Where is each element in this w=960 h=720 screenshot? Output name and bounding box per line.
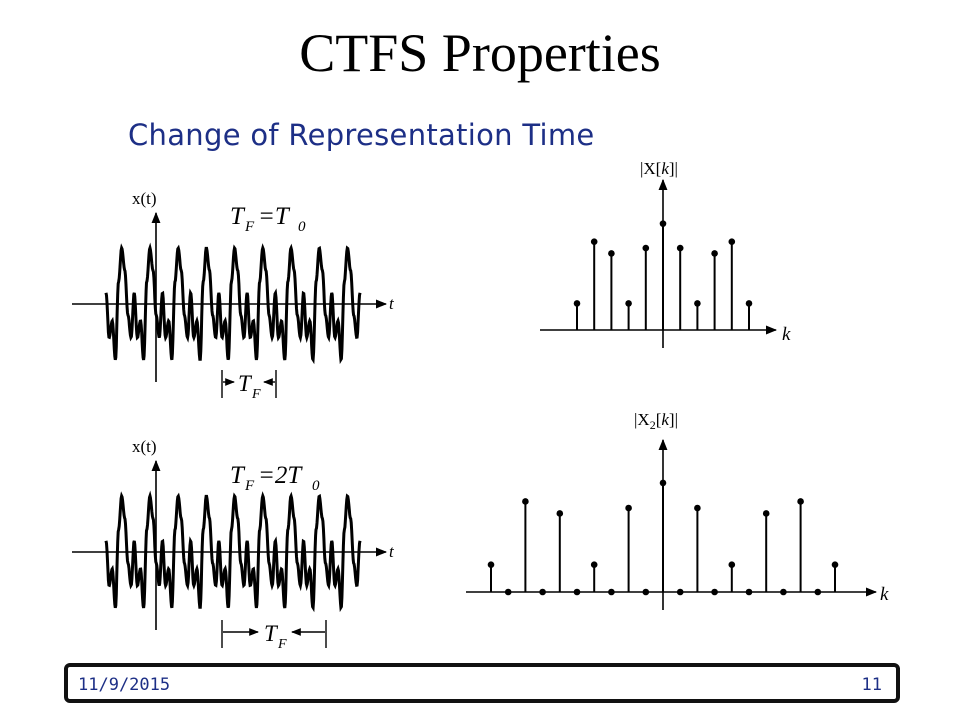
bottom-spectrum-point [522, 498, 529, 505]
bottom-period-label: T [264, 621, 279, 646]
top-spectrum-point [590, 238, 598, 246]
bottom-spectrum-y-label: |X2[k]| [634, 410, 678, 432]
bottom-spectrum-point [814, 588, 822, 596]
top-spectrum-point [728, 238, 736, 246]
top-period-label: T [238, 371, 253, 396]
slide-title: CTFS Properties [299, 23, 661, 83]
bottom-period-label-sub: F [277, 637, 287, 652]
bottom-signal-waveform [104, 490, 362, 613]
bottom-eq-lhs-sub: F [244, 478, 255, 494]
top-spectrum-point [694, 300, 701, 307]
bottom-spectrum-point [659, 479, 667, 487]
bottom-eq-rhs-sub: 0 [312, 478, 320, 494]
bottom-spectrum-k-label: k [880, 584, 889, 605]
top-spectrum-point [573, 300, 581, 307]
bottom-spectrum-point [608, 588, 615, 596]
bottom-spectrum-point [728, 561, 736, 569]
bottom-spectrum-point [487, 561, 495, 569]
footer-date: 11/9/2015 [78, 675, 171, 695]
top-spectrum-point [676, 244, 684, 252]
slide-footer: 11/9/2015 11 [64, 663, 900, 703]
bottom-spectrum-point [745, 588, 753, 596]
top-spectrum-y-label: |X[k]| [640, 159, 678, 178]
top-eq-lhs: T [230, 203, 246, 230]
bottom-spectrum-point [504, 588, 512, 596]
bottom-spectrum-point [780, 588, 787, 596]
bottom-spectrum-point [762, 510, 770, 517]
bottom-spectrum-plot: |X2[k]| k [466, 410, 889, 610]
top-spectrum-point [625, 300, 632, 307]
top-spectrum-point [642, 244, 650, 252]
top-eq-rhs: =T [258, 203, 291, 230]
bottom-spectrum-point [590, 561, 598, 569]
top-spectrum-plot: |X[k]| k [540, 159, 791, 348]
top-signal-equation: T F =T 0 [230, 203, 306, 235]
bottom-spectrum-point [573, 588, 581, 596]
bottom-spectrum-point [642, 588, 650, 596]
top-period-label-sub: F [251, 387, 261, 402]
top-spectrum-point [608, 250, 615, 257]
top-period-marker: T F [221, 370, 277, 402]
top-eq-rhs-sub: 0 [298, 219, 306, 235]
top-spectrum-k-label: k [782, 324, 791, 345]
bottom-period-marker: T F [221, 620, 327, 652]
bottom-spectrum-point [711, 588, 718, 596]
bottom-spectrum-point [539, 588, 546, 596]
top-signal-t-label: t [389, 294, 395, 313]
top-spectrum-point [711, 250, 718, 257]
top-spectrum-point [659, 220, 667, 227]
bottom-spectrum-point [694, 504, 701, 512]
top-signal-plot: x(t) t T F =T 0 T F [72, 189, 395, 402]
bottom-signal-plot: x(t) t T F =2T 0 T F [72, 437, 395, 652]
bottom-spectrum-point [797, 498, 804, 505]
bottom-spectrum-point [556, 510, 564, 517]
top-signal-y-label: x(t) [132, 189, 157, 208]
bottom-eq-lhs: T [230, 462, 246, 489]
bottom-spectrum-point [831, 561, 839, 569]
slide-subtitle: Change of Representation Time [128, 118, 595, 152]
bottom-spectrum-point [676, 588, 684, 596]
bottom-signal-y-label: x(t) [132, 437, 157, 456]
footer-page-number: 11 [861, 675, 882, 695]
top-signal-waveform [104, 242, 362, 365]
bottom-signal-equation: T F =2T 0 [230, 462, 320, 494]
top-spectrum-point [745, 300, 753, 307]
bottom-spectrum-point [625, 504, 632, 512]
bottom-eq-rhs: =2T [258, 462, 303, 489]
top-eq-lhs-sub: F [244, 219, 255, 235]
figure-canvas: x(t) t T F =T 0 T F x(t) t T F =2T 0 [72, 159, 889, 652]
bottom-signal-t-label: t [389, 542, 395, 561]
